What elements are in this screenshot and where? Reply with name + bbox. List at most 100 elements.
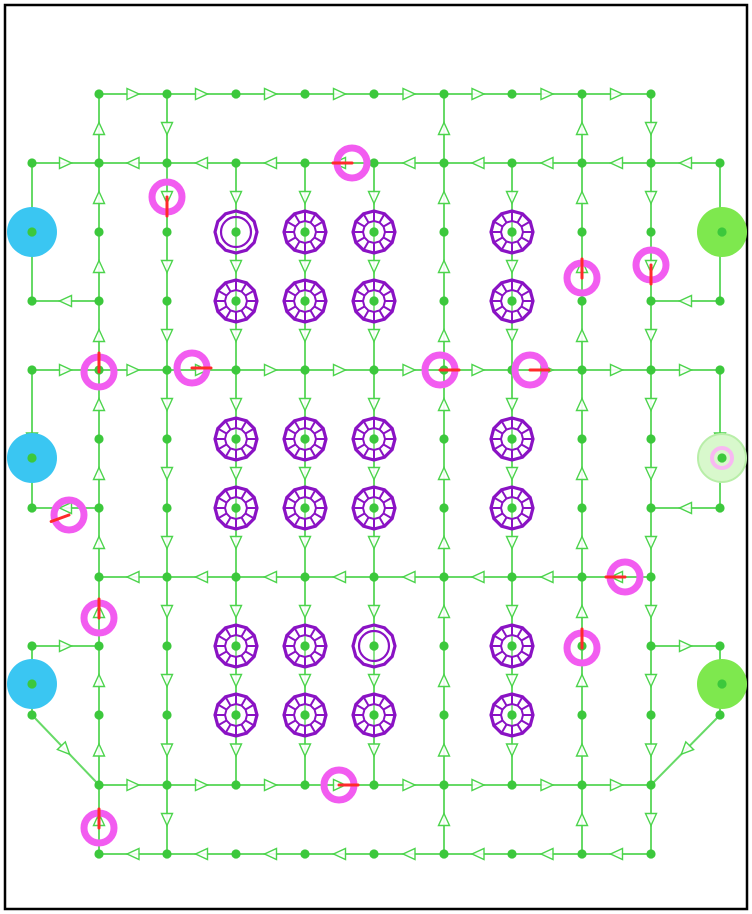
direction-arrow <box>437 258 451 274</box>
waypoint-node <box>162 296 172 306</box>
direction-arrow <box>677 501 693 515</box>
waypoint-node <box>369 365 379 375</box>
direction-arrow <box>401 847 416 861</box>
direction-arrow <box>505 190 519 206</box>
waypoint-node <box>646 227 656 237</box>
waypoint-node <box>27 296 37 306</box>
waypoint-node <box>94 158 104 168</box>
station-marker <box>351 623 397 669</box>
robot-marker <box>80 351 118 391</box>
waypoint-node <box>94 710 104 720</box>
direction-arrow <box>229 535 243 551</box>
direction-arrow <box>263 778 279 792</box>
waypoint-node <box>439 849 449 859</box>
direction-arrow <box>677 294 693 308</box>
waypoint-node <box>231 89 241 99</box>
direction-arrow <box>402 87 417 101</box>
robot-marker <box>632 246 670 286</box>
waypoint-node <box>369 572 379 582</box>
direction-arrow <box>401 570 416 584</box>
direction-arrow <box>262 847 278 861</box>
direction-arrow <box>437 396 451 412</box>
waypoint-node <box>439 710 449 720</box>
waypoint-node <box>300 780 310 790</box>
waypoint-node <box>94 849 104 859</box>
direction-arrow <box>193 847 209 861</box>
waypoint-node <box>439 227 449 237</box>
waypoint-node <box>162 849 172 859</box>
waypoint-node <box>231 849 241 859</box>
waypoint-node <box>646 296 656 306</box>
direction-arrow <box>92 396 106 412</box>
station-marker <box>282 692 328 738</box>
direction-arrow <box>539 156 554 170</box>
direction-arrow <box>437 603 451 619</box>
station-marker <box>213 692 259 738</box>
direction-arrow <box>126 363 141 377</box>
station-marker <box>489 692 535 738</box>
station-marker <box>213 623 259 669</box>
direction-arrow <box>575 327 589 343</box>
station-marker <box>489 416 535 462</box>
direction-arrow <box>58 639 74 653</box>
waypoint-node <box>27 710 37 720</box>
waypoint-node <box>300 572 310 582</box>
waypoint-node <box>646 780 656 790</box>
waypoint-node <box>577 365 587 375</box>
waypoint-node <box>94 434 104 444</box>
waypoint-node <box>439 89 449 99</box>
direction-arrow <box>229 190 243 206</box>
waypoint-node <box>300 89 310 99</box>
waypoint-node <box>94 780 104 790</box>
station-marker <box>282 416 328 462</box>
robot-marker <box>80 597 118 637</box>
charging-station-node <box>27 679 37 689</box>
direction-arrow <box>92 189 106 205</box>
direction-arrow <box>539 847 554 861</box>
direction-arrow-layer <box>25 87 727 861</box>
direction-arrow <box>57 501 73 515</box>
direction-arrow <box>608 847 624 861</box>
charging-station-node <box>27 227 37 237</box>
waypoint-node <box>439 572 449 582</box>
waypoint-node <box>439 503 449 513</box>
robot-layer <box>49 144 670 847</box>
station-marker <box>351 485 397 531</box>
waypoint-node <box>577 434 587 444</box>
direction-arrow <box>263 363 279 377</box>
waypoint-node <box>162 158 172 168</box>
direction-arrow <box>298 535 312 551</box>
direction-arrow <box>298 673 312 689</box>
direction-arrow <box>437 742 451 757</box>
direction-arrow <box>194 778 210 792</box>
direction-arrow <box>92 742 106 757</box>
direction-arrow <box>437 672 451 688</box>
station-marker <box>351 209 397 255</box>
direction-arrow <box>437 327 451 343</box>
direction-arrow <box>644 604 658 620</box>
direction-arrow <box>575 396 589 412</box>
direction-arrow <box>644 190 658 206</box>
direction-arrow <box>160 535 174 551</box>
direction-arrow <box>125 847 140 861</box>
direction-arrow <box>609 87 625 101</box>
direction-arrow <box>575 120 589 136</box>
direction-arrow <box>505 466 519 482</box>
direction-arrow <box>92 120 106 136</box>
direction-arrow <box>298 190 312 206</box>
waypoint-node <box>577 503 587 513</box>
waypoint-node <box>577 296 587 306</box>
robot-marker <box>148 178 186 218</box>
direction-arrow <box>505 535 519 551</box>
direction-arrow <box>367 535 381 551</box>
direction-arrow <box>367 604 381 620</box>
direction-arrow <box>470 847 485 861</box>
waypoint-node <box>231 158 241 168</box>
direction-arrow <box>367 743 381 758</box>
direction-arrow <box>367 190 381 206</box>
direction-arrow <box>229 328 243 344</box>
direction-arrow <box>229 259 243 275</box>
direction-arrow <box>262 570 278 584</box>
direction-arrow <box>539 570 554 584</box>
robot-marker <box>604 558 644 596</box>
